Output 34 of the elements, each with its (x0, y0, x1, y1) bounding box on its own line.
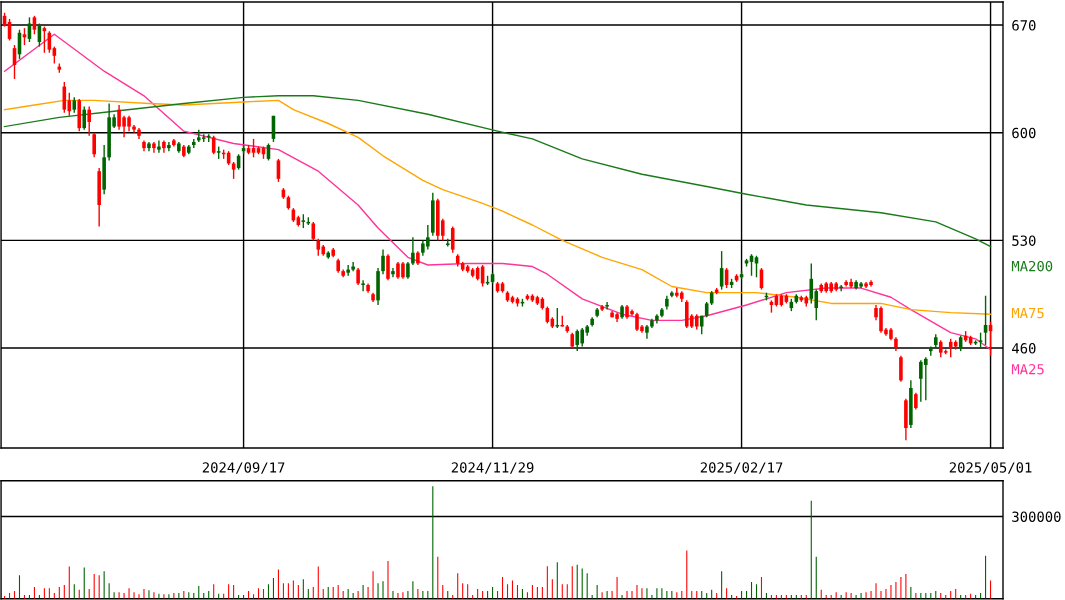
series-label: MA25 (1011, 363, 1044, 375)
candlestick (450, 225, 455, 254)
candlestick (386, 253, 390, 282)
line-series (3, 33, 992, 351)
y-tick-label: 600 (1012, 127, 1036, 139)
candlestick (346, 264, 350, 277)
candlestick (555, 307, 560, 329)
candlestick (87, 105, 91, 137)
y-tick-label: 670 (1012, 20, 1036, 31)
candlestick (351, 261, 355, 272)
candlestick (809, 262, 814, 305)
series-label: MA75 (1011, 307, 1044, 319)
y-tick-label: 300000 (1012, 511, 1061, 522)
series-label: MA200 (1011, 260, 1053, 272)
candlestick (167, 141, 171, 152)
candlestick (381, 248, 385, 275)
x-tick-label: 2024/09/17 (202, 462, 285, 474)
y-tick-label: 460 (1012, 343, 1036, 354)
candlestick (575, 328, 580, 352)
y-tick-label: 530 (1012, 235, 1036, 246)
x-tick-label: 2025/05/01 (949, 462, 1032, 474)
candlestick (92, 132, 96, 159)
line-series (3, 95, 992, 248)
candlestick (82, 105, 87, 131)
candlestick (391, 267, 395, 278)
candlestick (948, 338, 953, 358)
candlestick (411, 236, 415, 266)
x-tick-label: 2024/11/29 (451, 462, 534, 474)
candlestick (361, 279, 365, 292)
candlestick (899, 355, 903, 383)
candlestick (132, 124, 136, 134)
x-tick-label: 2025/02/17 (700, 462, 783, 474)
candlestick (157, 139, 161, 154)
candlestick (605, 301, 609, 311)
